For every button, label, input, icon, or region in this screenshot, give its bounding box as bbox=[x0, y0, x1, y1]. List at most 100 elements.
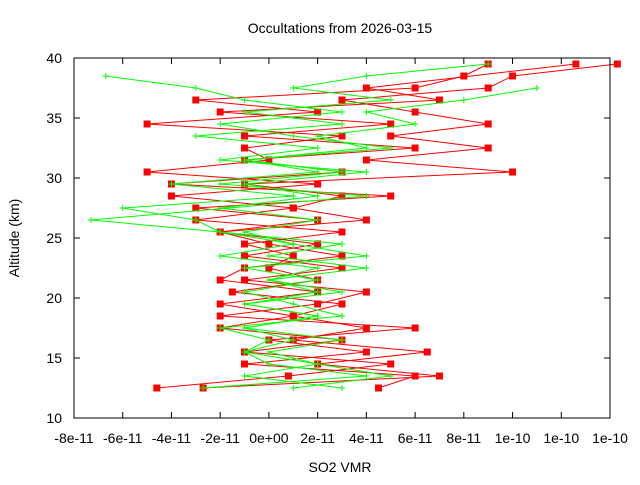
data-point-plus bbox=[217, 157, 224, 163]
x-tick-label: 1e-10 bbox=[495, 430, 531, 446]
data-point-square bbox=[423, 348, 431, 356]
data-point-square bbox=[265, 264, 273, 272]
x-tick-label: -6e-11 bbox=[103, 430, 143, 446]
data-point-plus bbox=[102, 73, 109, 79]
data-point-plus bbox=[265, 277, 272, 283]
data-point-square bbox=[362, 216, 370, 224]
chart-title: Occultations from 2026-03-15 bbox=[248, 20, 433, 36]
data-point-plus bbox=[241, 181, 248, 187]
y-tick-label: 10 bbox=[46, 410, 62, 426]
data-point-square bbox=[143, 120, 151, 128]
data-point-plus bbox=[363, 193, 370, 199]
data-point-square bbox=[265, 156, 273, 164]
series-red-2 bbox=[216, 60, 621, 392]
data-point-square bbox=[411, 84, 419, 92]
data-point-plus bbox=[265, 361, 272, 367]
data-point-plus bbox=[88, 217, 95, 223]
series-layer bbox=[88, 60, 621, 392]
data-point-square bbox=[241, 252, 249, 260]
data-point-square bbox=[387, 132, 395, 140]
data-point-square bbox=[241, 360, 249, 368]
data-point-plus bbox=[314, 133, 321, 139]
data-point-plus bbox=[460, 97, 467, 103]
data-point-plus bbox=[314, 265, 321, 271]
x-tick-label: 1e-10 bbox=[592, 430, 628, 446]
data-point-square bbox=[338, 252, 346, 260]
data-point-plus bbox=[533, 85, 540, 91]
data-point-square bbox=[314, 300, 322, 308]
data-point-plus bbox=[363, 265, 370, 271]
y-tick-label: 25 bbox=[46, 230, 62, 246]
data-point-square bbox=[613, 60, 621, 68]
data-point-square bbox=[509, 72, 517, 80]
data-point-square bbox=[387, 120, 395, 128]
data-point-plus bbox=[339, 109, 345, 115]
data-point-plus bbox=[314, 193, 321, 199]
data-point-plus bbox=[217, 229, 224, 235]
data-point-plus bbox=[241, 97, 248, 103]
data-point-plus bbox=[314, 145, 321, 151]
data-point-square bbox=[289, 204, 297, 212]
data-point-square bbox=[411, 324, 419, 332]
data-point-square bbox=[192, 204, 200, 212]
y-tick-label: 20 bbox=[46, 290, 62, 306]
data-point-plus bbox=[339, 385, 345, 391]
data-point-square bbox=[411, 108, 419, 116]
data-point-square bbox=[375, 384, 383, 392]
axes-layer: -8e-11 -6e-11 -4e-11 -2e-11 0e+00 2e-11 4e-11 6… bbox=[46, 50, 628, 446]
data-point-square bbox=[387, 360, 395, 368]
data-point-plus bbox=[363, 73, 370, 79]
data-point-square bbox=[143, 168, 151, 176]
data-point-plus bbox=[314, 277, 321, 283]
data-point-plus bbox=[290, 241, 297, 247]
data-point-square bbox=[241, 144, 249, 152]
x-tick-label: -8e-11 bbox=[54, 430, 94, 446]
data-point-square bbox=[338, 264, 346, 272]
data-point-plus bbox=[363, 253, 370, 259]
data-point-plus bbox=[290, 337, 297, 343]
data-point-plus bbox=[241, 373, 248, 379]
data-point-plus bbox=[192, 85, 199, 91]
data-point-square bbox=[484, 144, 492, 152]
data-point-plus bbox=[387, 145, 394, 151]
data-point-plus bbox=[217, 205, 224, 211]
data-point-plus bbox=[412, 121, 419, 127]
data-point-square bbox=[228, 288, 236, 296]
x-axis-label: SO2 VMR bbox=[308, 459, 371, 475]
data-point-square bbox=[362, 84, 370, 92]
y-tick-label: 40 bbox=[46, 50, 62, 66]
x-tick-label: 8e-11 bbox=[446, 430, 481, 446]
data-point-plus bbox=[339, 289, 345, 295]
data-point-plus bbox=[217, 253, 224, 259]
data-point-plus bbox=[339, 337, 345, 343]
data-point-square bbox=[192, 96, 200, 104]
data-point-square bbox=[338, 96, 346, 104]
series-green-3 bbox=[192, 61, 492, 391]
data-point-plus bbox=[265, 253, 272, 259]
data-point-square bbox=[362, 324, 370, 332]
data-point-plus bbox=[339, 241, 345, 247]
data-point-plus bbox=[241, 289, 248, 295]
data-point-square bbox=[314, 240, 322, 248]
data-point-plus bbox=[241, 325, 248, 331]
data-point-plus bbox=[290, 133, 297, 139]
data-point-plus bbox=[217, 121, 224, 127]
data-point-square bbox=[338, 192, 346, 200]
data-point-square bbox=[338, 228, 346, 236]
data-point-plus bbox=[241, 265, 248, 271]
data-point-square bbox=[216, 312, 224, 320]
data-point-square bbox=[362, 348, 370, 356]
y-tick-label: 15 bbox=[46, 350, 62, 366]
data-point-square bbox=[314, 108, 322, 116]
series-line bbox=[220, 63, 618, 389]
data-point-square bbox=[153, 384, 161, 392]
y-axis-label: Altitude (km) bbox=[6, 199, 22, 278]
data-point-square bbox=[509, 168, 517, 176]
data-point-square bbox=[572, 60, 580, 68]
y-tick-label: 35 bbox=[46, 110, 62, 126]
series-line bbox=[195, 63, 489, 389]
data-point-square bbox=[241, 240, 249, 248]
data-point-plus bbox=[339, 121, 345, 127]
data-point-plus bbox=[241, 109, 248, 115]
